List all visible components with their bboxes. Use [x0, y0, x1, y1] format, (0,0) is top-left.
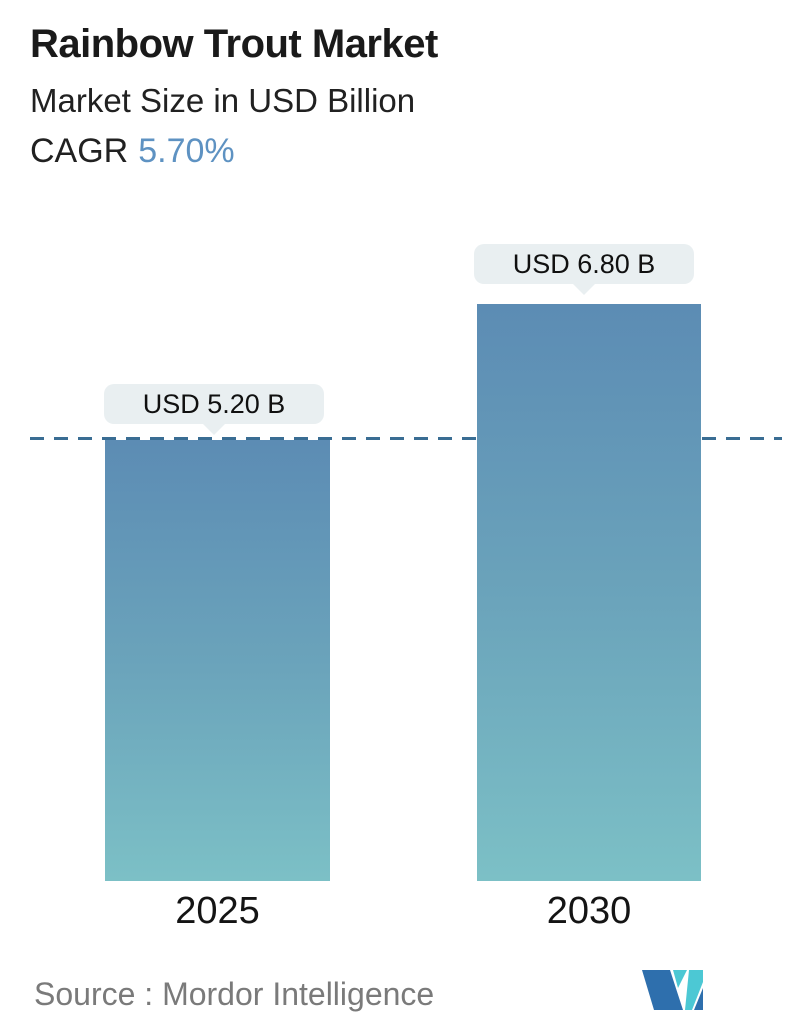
bar-2025	[105, 440, 330, 881]
chart-subtitle: Market Size in USD Billion	[30, 82, 416, 119]
x-axis-label-2025: 2025	[175, 890, 260, 932]
x-axis-label-2030: 2030	[546, 890, 632, 932]
source-attribution: Source : Mordor Intelligence	[34, 976, 435, 1012]
page-title: Rainbow Trout Market	[30, 22, 438, 66]
logo-blue-stripe	[642, 970, 683, 1010]
logo-blue-corner-triangle	[694, 988, 703, 1010]
bar-2030	[477, 304, 701, 881]
logo-teal-triangle	[673, 970, 687, 988]
value-label-2025: USD 5.20 B	[142, 388, 286, 419]
cagr-line: CAGR 5.70%	[30, 132, 235, 170]
cagr-label: CAGR	[30, 132, 129, 170]
value-bubble-2025: USD 5.20 B	[104, 384, 324, 435]
value-bubble-2030: USD 6.80 B	[474, 244, 694, 295]
value-label-2030: USD 6.80 B	[512, 248, 656, 279]
reference-dashed-line	[30, 437, 782, 440]
cagr-value: 5.70%	[138, 132, 235, 170]
logo-teal-stripe	[685, 970, 703, 1010]
mordor-intelligence-logo	[642, 970, 703, 1010]
